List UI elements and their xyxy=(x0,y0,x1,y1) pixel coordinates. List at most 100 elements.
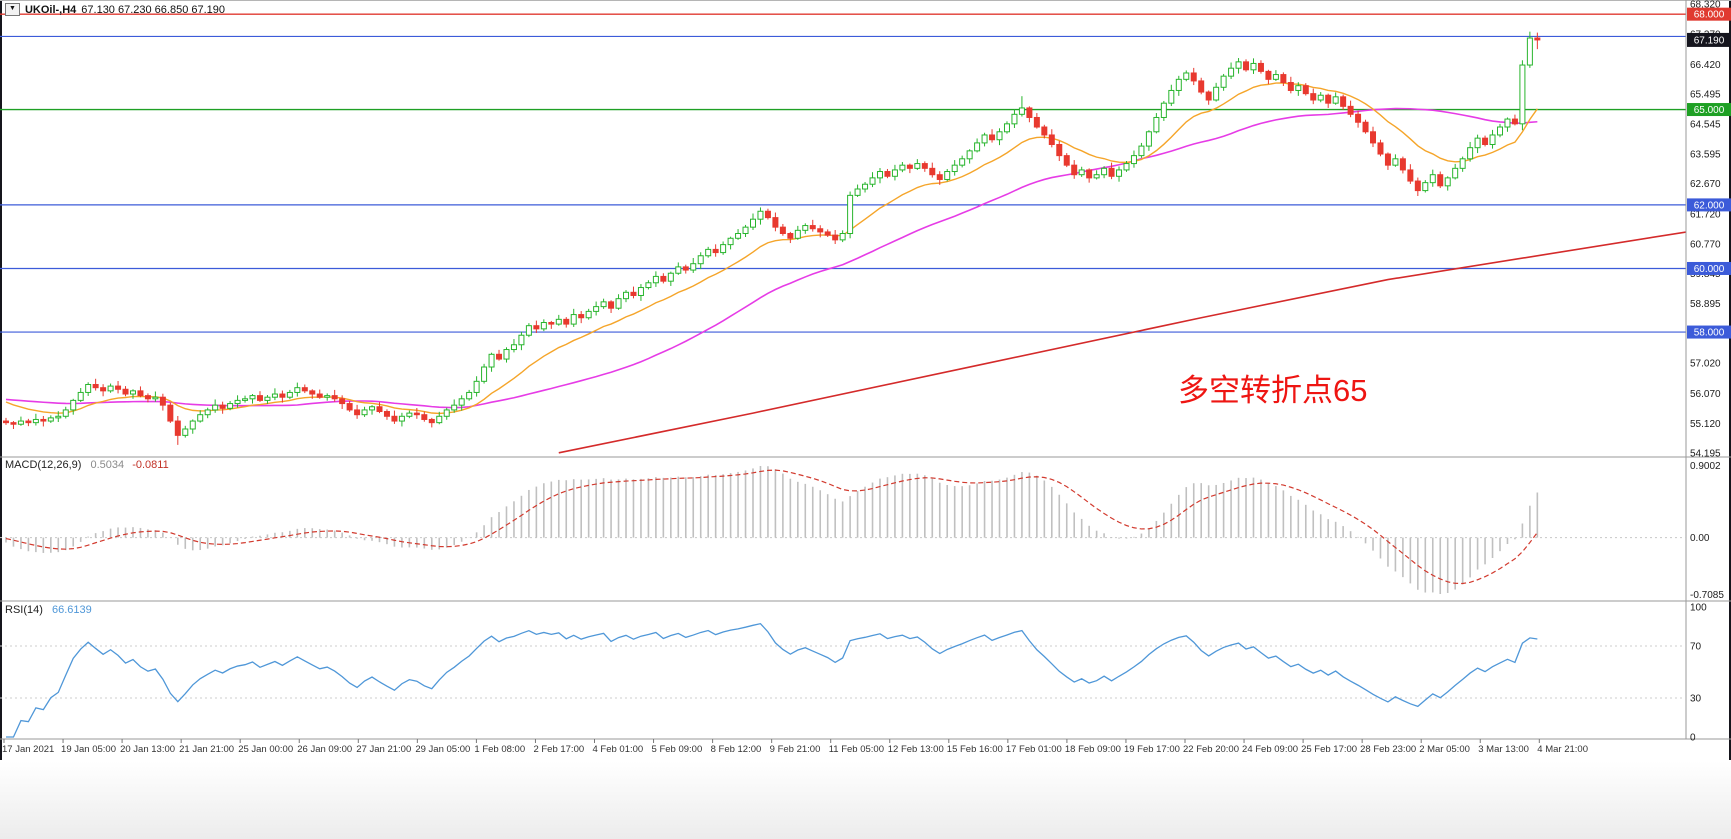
candle-body xyxy=(1138,145,1145,157)
red-trendline[interactable] xyxy=(558,231,1687,454)
candle-body xyxy=(750,218,756,228)
time-axis-label: 24 Feb 09:00 xyxy=(1242,744,1298,755)
time-axis-label: 11 Feb 05:00 xyxy=(829,744,884,755)
time-axis-label: 4 Mar 21:00 xyxy=(1537,744,1588,755)
candle-body xyxy=(563,318,570,325)
time-axis-label: 3 Mar 13:00 xyxy=(1478,744,1529,755)
candle-body xyxy=(10,422,17,425)
candle-body xyxy=(1317,94,1324,101)
candle-body xyxy=(100,387,107,392)
candle-body xyxy=(869,177,876,185)
candle-body xyxy=(488,353,495,368)
candle-body xyxy=(32,418,39,424)
ma-fast-orange xyxy=(5,82,1538,415)
candle-body xyxy=(428,418,435,424)
candle-body xyxy=(144,395,151,400)
candle-body xyxy=(690,263,697,271)
candle-body xyxy=(316,393,323,398)
candle-body xyxy=(62,409,69,417)
chart-header: ▼ UKOil-,H4 67.130 67.230 66.850 67.190 xyxy=(5,3,225,16)
candle-body xyxy=(1205,91,1212,101)
candle-body xyxy=(555,318,562,325)
price-axis-label: 66.420 xyxy=(1690,60,1721,71)
time-axis-label: 22 Feb 20:00 xyxy=(1183,744,1239,755)
candle-body xyxy=(1018,107,1025,115)
candle-body xyxy=(242,398,249,401)
candle-body xyxy=(1033,116,1040,128)
candle-body xyxy=(623,291,630,300)
candle-body xyxy=(1467,147,1474,160)
candle-body xyxy=(361,409,368,416)
candle-body xyxy=(152,396,159,400)
candle-body xyxy=(697,255,704,265)
rsi-panel xyxy=(0,622,1686,738)
rsi-value: 66.6139 xyxy=(51,604,92,616)
candle-body xyxy=(107,385,114,392)
candle-body xyxy=(391,415,398,422)
candle-body xyxy=(249,395,256,400)
candle-body xyxy=(369,406,376,411)
candle-body xyxy=(1362,121,1369,133)
candle-body xyxy=(174,420,181,436)
candle-body xyxy=(578,314,585,319)
candle-body xyxy=(1325,94,1332,104)
candle-body xyxy=(443,409,450,417)
candle-body xyxy=(1399,158,1406,171)
candle-body xyxy=(712,248,719,254)
candle-body xyxy=(294,387,301,393)
time-axis-label: 17 Jan 2021 xyxy=(2,744,54,755)
rsi-axis-label: 30 xyxy=(1690,694,1702,705)
rsi-axis-label: 70 xyxy=(1690,642,1702,653)
candle-body xyxy=(525,325,532,336)
candle-body xyxy=(914,163,921,169)
price-axis-label: 54.195 xyxy=(1690,449,1721,460)
dropdown-arrow-icon: ▼ xyxy=(9,5,16,12)
candle-body xyxy=(129,390,136,395)
candle-body xyxy=(518,334,525,346)
candle-body xyxy=(1497,126,1503,136)
candle-body xyxy=(1370,131,1377,144)
candle-body xyxy=(1504,118,1511,128)
candle-body xyxy=(17,420,24,425)
macd-axis-label: 0.9002 xyxy=(1690,461,1721,472)
candle-body xyxy=(234,399,241,405)
symbol-dropdown-button[interactable]: ▼ xyxy=(5,3,20,16)
macd-signal-value: -0.0811 xyxy=(132,459,169,471)
price-level-badge xyxy=(1687,198,1731,212)
candle-body xyxy=(802,225,809,231)
candle-body xyxy=(77,391,84,401)
time-axis-label: 2 Mar 05:00 xyxy=(1419,744,1470,755)
candle-body xyxy=(1340,96,1347,107)
macd-signal-line xyxy=(5,469,1538,585)
candle-body xyxy=(966,150,973,160)
candlestick-series xyxy=(3,31,1541,445)
candle-body xyxy=(413,412,420,416)
candle-body xyxy=(996,131,1003,141)
candle-body xyxy=(645,282,652,289)
chart-canvas[interactable]: 68.32067.37066.42065.49564.54563.59562.6… xyxy=(0,0,1731,760)
candle-body xyxy=(279,393,286,398)
candle-body xyxy=(212,404,219,411)
candle-body xyxy=(600,301,607,308)
candle-body xyxy=(921,163,928,169)
candle-body xyxy=(1459,158,1466,169)
time-axis-label: 17 Feb 01:00 xyxy=(1006,744,1062,755)
candle-body xyxy=(959,158,966,166)
candle-body xyxy=(354,409,361,416)
candle-body xyxy=(451,404,458,411)
candle-body xyxy=(1414,180,1421,192)
candle-body xyxy=(899,164,906,171)
candle-body xyxy=(637,287,644,296)
candle-body xyxy=(92,383,99,389)
price-level-badge xyxy=(1687,261,1731,275)
price-level-badge xyxy=(1687,7,1731,21)
time-axis-label: 8 Feb 12:00 xyxy=(711,744,762,755)
candle-body xyxy=(742,226,749,235)
candle-body xyxy=(1168,89,1175,104)
candle-body xyxy=(331,395,338,400)
candle-body xyxy=(458,398,465,406)
price-axis-label: 63.595 xyxy=(1690,150,1721,161)
candle-body xyxy=(585,310,592,319)
candle-body xyxy=(1183,72,1190,80)
